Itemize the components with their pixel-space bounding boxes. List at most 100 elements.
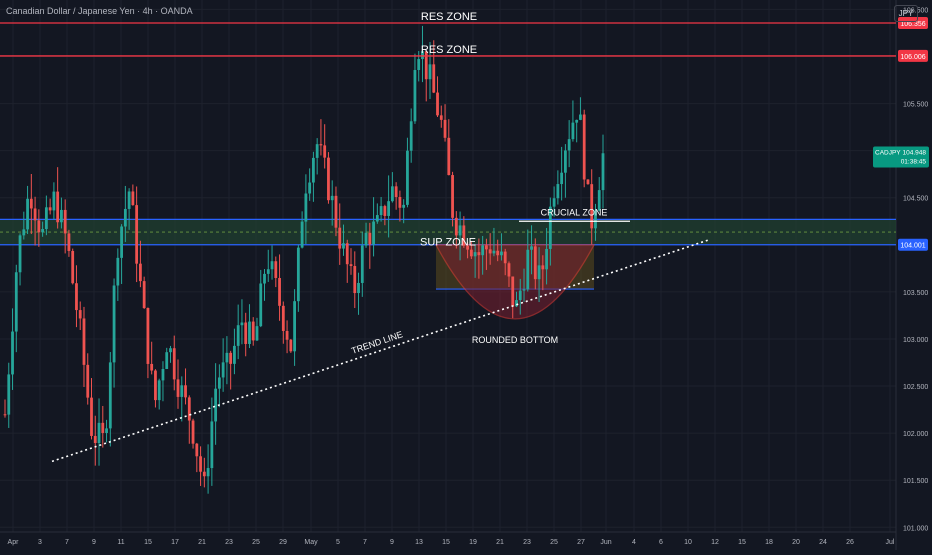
candle-body	[379, 206, 383, 216]
x-tick-label: Jun	[600, 539, 611, 546]
candle-body	[552, 198, 556, 207]
x-tick-label: 7	[363, 539, 367, 546]
candle-body	[101, 422, 105, 433]
candle-body	[496, 250, 500, 256]
y-tick-label: 101.500	[903, 478, 928, 485]
candle-body	[37, 220, 41, 233]
candle-body	[217, 377, 221, 389]
x-tick-label: 20	[792, 539, 800, 546]
resistance-price-tag	[898, 49, 928, 62]
x-tick-label: 15	[144, 539, 152, 546]
candle-body	[251, 321, 255, 341]
candle-body	[135, 205, 139, 264]
candle-body	[312, 157, 315, 183]
candle-body	[300, 221, 304, 248]
candle-body	[398, 197, 402, 208]
rounded-bottom-label: ROUNDED BOTTOM	[472, 335, 558, 345]
x-tick-label: 5	[336, 539, 340, 546]
candle-body	[500, 251, 503, 256]
candle-body	[259, 283, 263, 327]
candle-body	[315, 144, 319, 158]
candle-body	[492, 250, 496, 254]
candle-body	[421, 51, 424, 60]
candle-body	[266, 269, 270, 274]
candle-body	[345, 243, 349, 265]
x-tick-label: 7	[65, 539, 69, 546]
x-tick-label: 15	[442, 539, 450, 546]
candle-body	[184, 385, 187, 398]
candle-body	[71, 250, 75, 284]
candle-body	[210, 421, 214, 469]
candle-body	[357, 282, 360, 294]
candle-body	[560, 172, 564, 185]
candle-body	[131, 191, 135, 206]
x-tick-label: Jul	[886, 539, 895, 546]
candle-body	[334, 195, 338, 228]
candle-body	[466, 245, 470, 250]
candle-body	[436, 92, 439, 116]
candle-body	[97, 422, 101, 444]
candle-body	[424, 51, 428, 80]
candle-body	[112, 285, 116, 363]
candle-body	[116, 257, 120, 286]
candle-body	[443, 119, 447, 138]
candle-body	[579, 114, 582, 120]
x-tick-label: 24	[819, 539, 827, 546]
candle-body	[390, 186, 394, 202]
resistance-price-tag	[898, 16, 928, 29]
candle-body	[473, 252, 477, 257]
x-tick-label: 9	[390, 539, 394, 546]
candle-body	[7, 374, 11, 415]
candle-body	[285, 330, 289, 340]
candle-body	[180, 385, 184, 397]
candle-body	[281, 305, 285, 331]
y-tick-label: 101.000	[903, 525, 928, 532]
candle-body	[202, 471, 206, 477]
trend-line	[51, 239, 709, 463]
support-price-tag	[898, 238, 928, 251]
candle-body	[293, 301, 296, 352]
candle-body	[255, 326, 259, 341]
candle-body	[146, 308, 150, 364]
candle-body	[364, 232, 368, 246]
candle-countdown: 01:38:45	[901, 159, 927, 166]
candle-body	[353, 266, 357, 294]
candle-body	[199, 456, 202, 472]
candle-body	[372, 221, 375, 245]
candle-body	[229, 352, 233, 364]
x-tick-label: 29	[279, 539, 287, 546]
candle-body	[530, 246, 533, 250]
candle-body	[462, 225, 466, 246]
candle-body	[60, 209, 63, 223]
candle-body	[187, 397, 191, 421]
candle-body	[518, 290, 522, 301]
candle-body	[454, 217, 458, 236]
candle-body	[169, 348, 172, 353]
candle-body	[48, 207, 52, 211]
candle-body	[270, 261, 274, 270]
candle-body	[428, 64, 432, 80]
candle-body	[14, 272, 18, 332]
y-tick-label: 103.000	[903, 337, 928, 344]
candle-body	[590, 184, 594, 229]
candle-body	[582, 114, 586, 180]
x-tick-label: 6	[659, 539, 663, 546]
candle-body	[138, 263, 142, 282]
candle-body	[63, 209, 67, 234]
candle-body	[406, 150, 409, 205]
candle-body	[409, 121, 413, 151]
x-tick-label: 25	[252, 539, 260, 546]
candle-body	[52, 191, 56, 211]
symbol-title: Canadian Dollar / Japanese Yen · 4h · OA…	[6, 6, 193, 16]
candle-body	[447, 137, 451, 176]
x-tick-label: 12	[711, 539, 719, 546]
candle-body	[263, 273, 266, 284]
candle-body	[165, 352, 169, 370]
support-zone-label: SUP ZONE	[420, 237, 476, 249]
y-tick-label: 103.500	[903, 290, 928, 297]
x-tick-label: 23	[225, 539, 233, 546]
currency-button[interactable]: JPY	[894, 5, 918, 22]
y-tick-label: 102.500	[903, 384, 928, 391]
